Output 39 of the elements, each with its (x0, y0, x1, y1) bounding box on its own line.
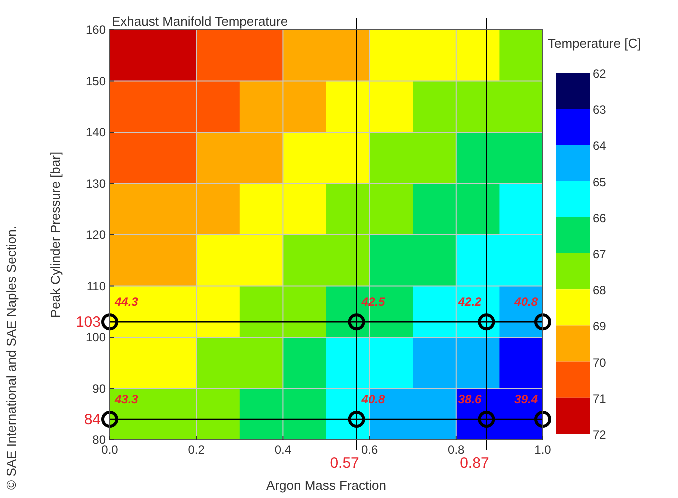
color-bar-label: 67 (593, 248, 607, 262)
x-tick-label: 0.2 (188, 443, 206, 457)
annotation: 43.3 (114, 392, 139, 406)
color-bar-label: 71 (593, 392, 607, 406)
y-tick-label: 90 (92, 382, 106, 396)
ref-line-label: 84 (84, 412, 101, 428)
ref-line-label: 0.57 (330, 455, 360, 472)
ref-line-label: 103 (76, 314, 101, 332)
annotation: 44.3 (114, 295, 139, 310)
y-tick-label: 110 (86, 279, 106, 294)
x-tick-label: 0.6 (361, 443, 378, 457)
y-tick-label: 150 (86, 74, 106, 88)
annotation: 42.2 (457, 295, 482, 310)
annotation: 40.8 (514, 295, 538, 310)
annotation: 39.4 (514, 392, 538, 406)
color-bar-label: 68 (593, 284, 607, 298)
y-tick-label: 140 (86, 126, 106, 140)
color-bar-label: 64 (593, 139, 607, 154)
color-bar-label: 65 (593, 175, 607, 190)
color-bar-label: 70 (593, 356, 607, 370)
y-tick-label: 100 (86, 330, 106, 344)
x-tick-label: 0.4 (274, 443, 292, 457)
text: © SAE International and SAE Naples Section. (4, 226, 19, 490)
color-bar-label: 63 (593, 103, 607, 118)
x-axis-title: Argon Mass Fraction (266, 478, 386, 493)
color-bar-label: 69 (593, 320, 607, 334)
ref-line-label: 0.87 (460, 455, 490, 472)
y-tick-label: 130 (86, 176, 106, 191)
annotation: 38.6 (458, 392, 482, 406)
color-bar-title: Temperature [C] (548, 36, 642, 51)
color-bar-label: 62 (593, 67, 607, 81)
y-tick-label: 120 (86, 228, 106, 242)
y-axis-title: Peak Cylinder Pressure [bar] (48, 152, 63, 318)
x-tick-label: 0.8 (448, 443, 466, 457)
color-bar-label: 66 (593, 211, 607, 226)
color-bar-label: 72 (593, 428, 607, 442)
y-tick-label: 160 (86, 23, 106, 37)
x-tick-label: 1.0 (534, 443, 552, 457)
chart-title: Exhaust Manifold Temperature (112, 14, 288, 29)
